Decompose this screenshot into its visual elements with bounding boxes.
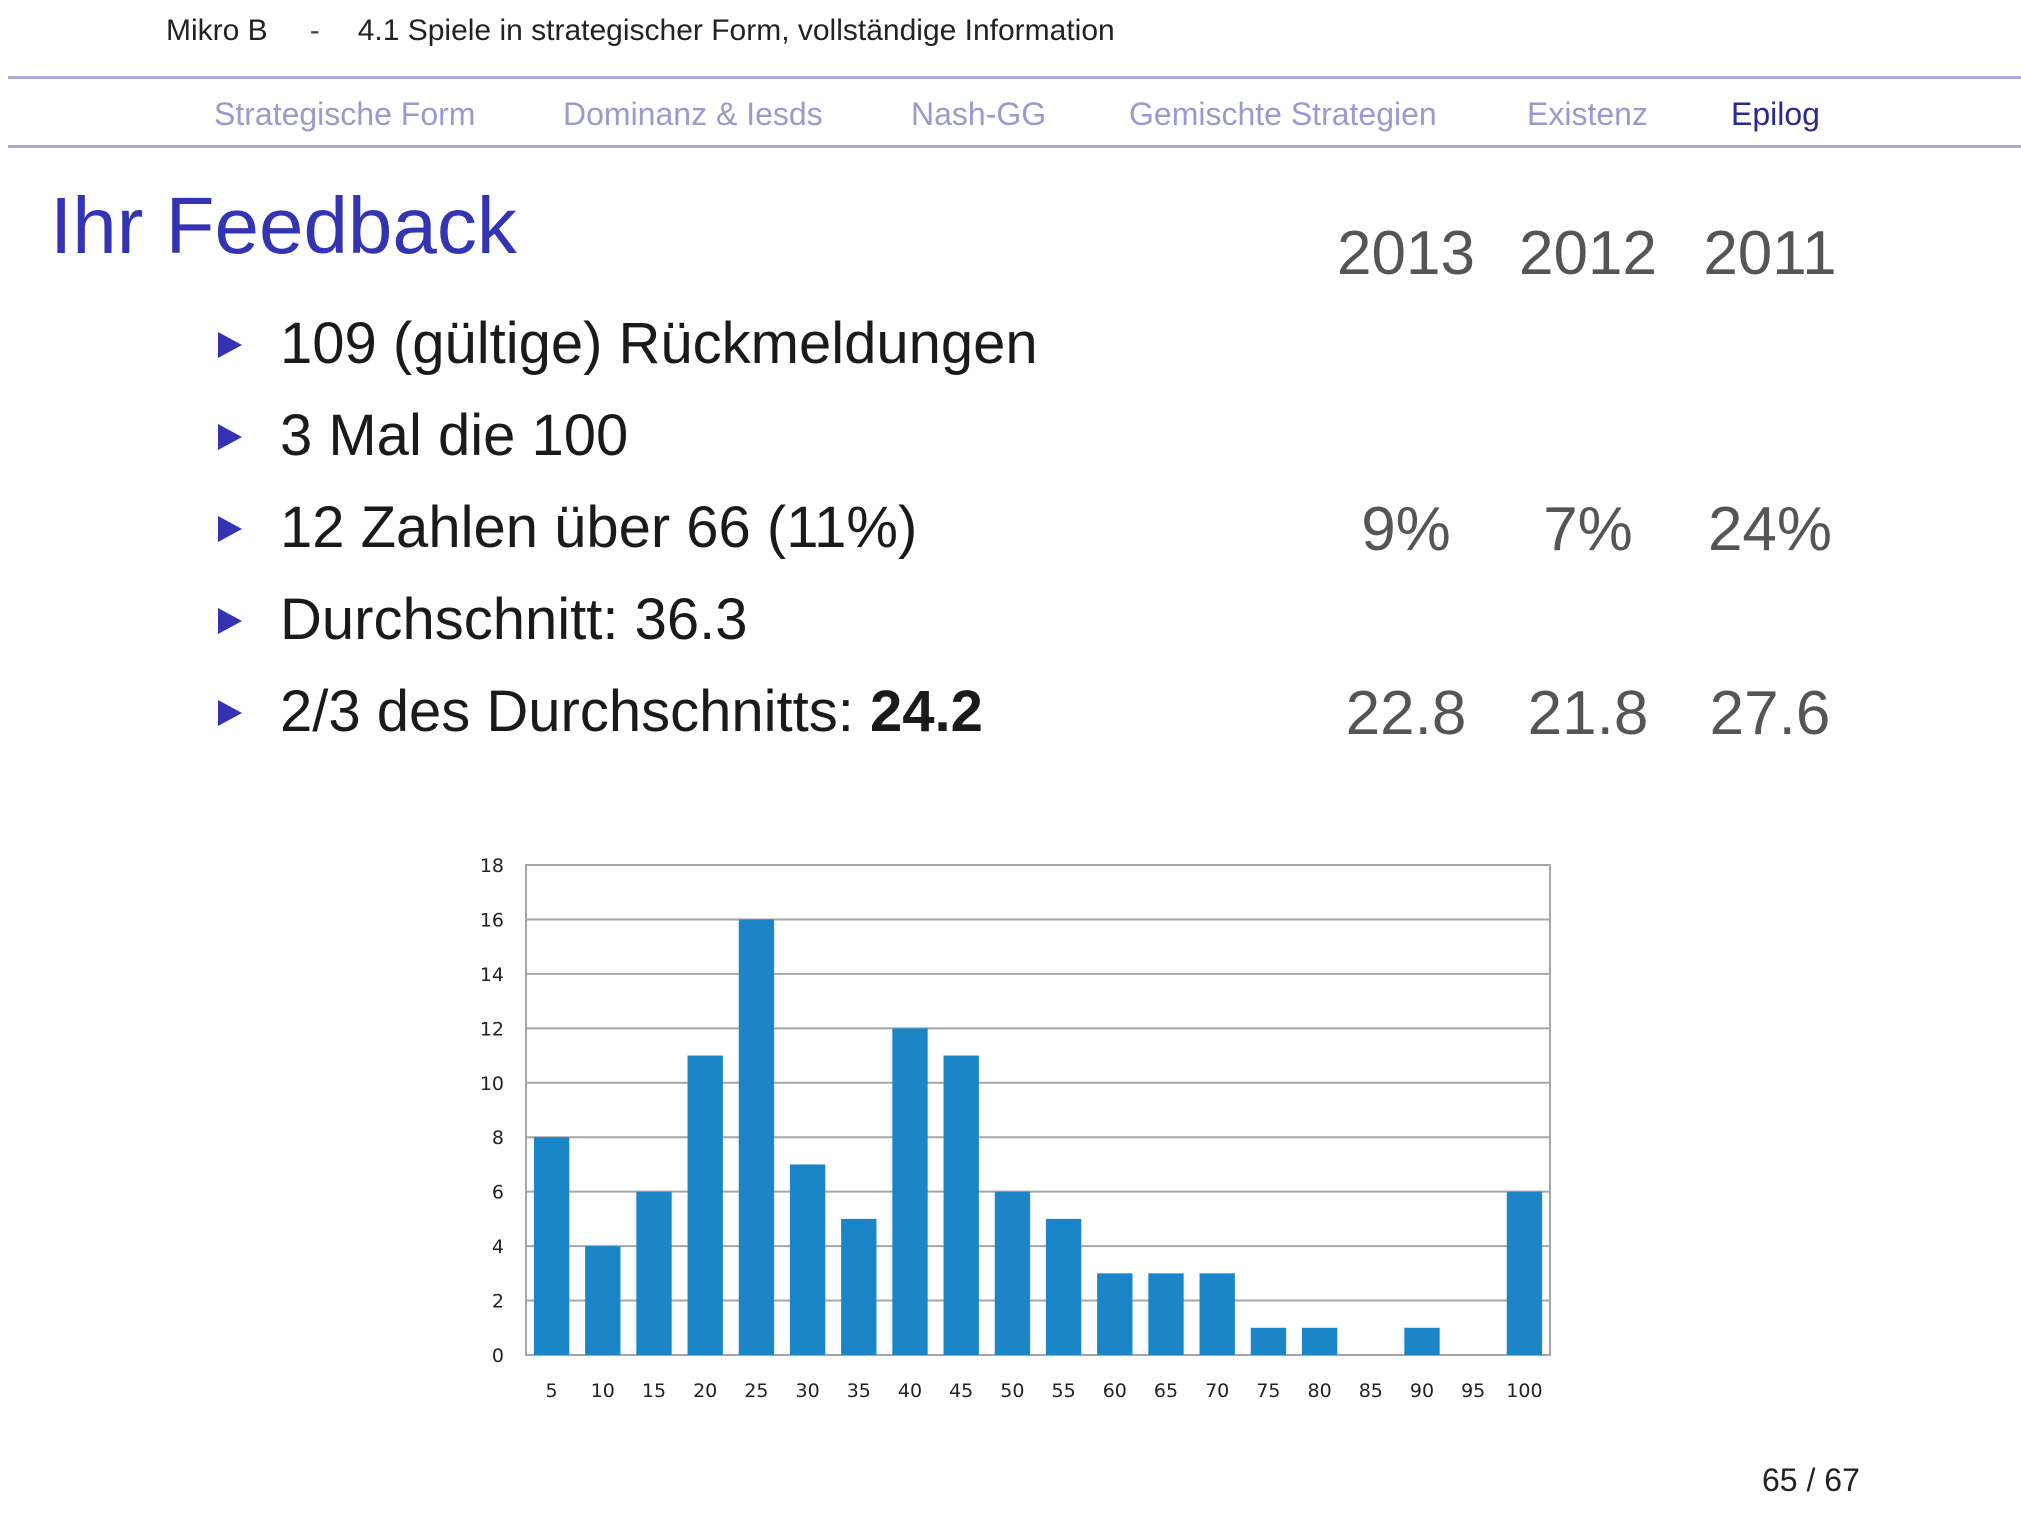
y-tick-label: 10 <box>480 1073 504 1095</box>
bullet-text: 3 Mal die 100 <box>280 403 629 468</box>
compare-2012-over66: 7% <box>1543 495 1633 564</box>
bar <box>687 1055 723 1355</box>
x-tick-label: 100 <box>1506 1380 1542 1402</box>
histogram-chart: 0 2 4 6 8 10 12 14 16 18 5 10 15 20 25 30 35 40 45 50 55 60 65… <box>480 855 1551 1402</box>
y-tick-label: 18 <box>480 855 504 877</box>
bullet-arrow-icon <box>218 516 242 542</box>
x-tick-label: 25 <box>744 1380 768 1402</box>
compare-2013-over66: 9% <box>1361 495 1451 564</box>
y-tick-label: 0 <box>492 1345 504 1367</box>
header-breadcrumb: Mikro B - 4.1 Spiele in strategischer Form… <box>166 14 1115 48</box>
bar <box>789 1164 826 1355</box>
bullet-arrow-icon <box>218 700 242 726</box>
x-tick-label: 70 <box>1205 1380 1229 1402</box>
bar <box>738 919 775 1355</box>
page-number: 65 / 67 <box>1762 1462 1860 1498</box>
bar <box>1301 1327 1338 1355</box>
compare-2013-two-thirds: 22.8 <box>1345 679 1467 748</box>
bullet-text-prefix: 2/3 des Durchschnitts: <box>280 679 870 744</box>
x-tick-label: 30 <box>796 1380 820 1402</box>
x-tick-label: 20 <box>693 1380 717 1402</box>
x-tick-label: 85 <box>1359 1380 1383 1402</box>
bullet-text: Durchschnitt: 36.3 <box>280 587 748 652</box>
x-tick-label: 15 <box>642 1380 666 1402</box>
year-2013: 2013 <box>1337 219 1475 288</box>
bar <box>841 1218 877 1355</box>
header-rule-bottom <box>8 145 2021 148</box>
section-nav: Strategische Form Dominanz & Iesds Nash-… <box>0 96 2021 136</box>
y-tick-label: 8 <box>492 1127 504 1149</box>
x-tick-label: 80 <box>1308 1380 1332 1402</box>
x-tick-label: 5 <box>546 1380 558 1402</box>
nav-item-strategische-form[interactable]: Strategische Form <box>214 96 476 132</box>
x-tick-label: 65 <box>1154 1380 1178 1402</box>
x-tick-label: 95 <box>1461 1380 1485 1402</box>
bar <box>585 1246 621 1355</box>
bullet-arrow-icon <box>218 424 242 450</box>
bullet-arrow-icon <box>218 608 242 634</box>
bullet-arrow-icon <box>218 332 242 358</box>
compare-2011-two-thirds: 27.6 <box>1709 679 1831 748</box>
bar <box>1148 1273 1184 1355</box>
course-name: Mikro B <box>166 14 268 47</box>
bar <box>1097 1273 1133 1355</box>
bullet-text: 12 Zahlen über 66 (11%) <box>280 495 918 560</box>
x-tick-label: 45 <box>949 1380 973 1402</box>
bullet-text: 2/3 des Durchschnitts: 24.2 <box>280 678 983 745</box>
y-tick-label: 14 <box>480 964 504 986</box>
x-tick-label: 50 <box>1000 1380 1024 1402</box>
bar <box>1199 1273 1235 1355</box>
y-tick-label: 12 <box>480 1018 504 1040</box>
nav-item-existenz[interactable]: Existenz <box>1527 96 1648 132</box>
y-tick-label: 4 <box>492 1236 504 1258</box>
bar <box>1404 1327 1440 1355</box>
nav-item-gemischte-strategien[interactable]: Gemischte Strategien <box>1129 96 1437 132</box>
x-tick-label: 55 <box>1052 1380 1076 1402</box>
bar <box>892 1028 928 1355</box>
bar <box>1506 1191 1543 1355</box>
nav-item-epilog[interactable]: Epilog <box>1731 96 1820 132</box>
year-2011: 2011 <box>1703 219 1837 288</box>
header-separator: - <box>309 14 320 47</box>
x-tick-label: 10 <box>591 1380 615 1402</box>
bar <box>1045 1218 1082 1355</box>
bar <box>1250 1327 1287 1355</box>
compare-2012-two-thirds: 21.8 <box>1527 679 1649 748</box>
bar <box>533 1137 570 1355</box>
x-tick-label: 90 <box>1410 1380 1434 1402</box>
x-tick-label: 60 <box>1103 1380 1127 1402</box>
y-tick-label: 2 <box>492 1291 504 1313</box>
bar <box>994 1191 1031 1355</box>
plot-frame <box>525 864 1551 1356</box>
nav-item-nash-gg[interactable]: Nash-GG <box>911 96 1047 132</box>
compare-2011-over66: 24% <box>1707 495 1833 564</box>
header-rule-top <box>8 76 2021 79</box>
bullet-text: 109 (gültige) Rückmeldungen <box>280 311 1038 376</box>
nav-item-dominanz[interactable]: Dominanz & Iesds <box>563 96 823 132</box>
y-tick-label: 16 <box>480 909 504 931</box>
section-title: 4.1 Spiele in strategischer Form, vollst… <box>357 14 1115 47</box>
bar <box>636 1191 672 1355</box>
y-tick-label: 6 <box>492 1182 504 1204</box>
x-tick-label: 35 <box>847 1380 871 1402</box>
year-2012: 2012 <box>1519 219 1657 288</box>
bullet-bold-value: 24.2 <box>869 679 983 744</box>
slide-title: Ihr Feedback <box>50 181 517 270</box>
x-tick-label: 75 <box>1256 1380 1280 1402</box>
x-tick-label: 40 <box>898 1380 922 1402</box>
bar <box>943 1055 979 1355</box>
